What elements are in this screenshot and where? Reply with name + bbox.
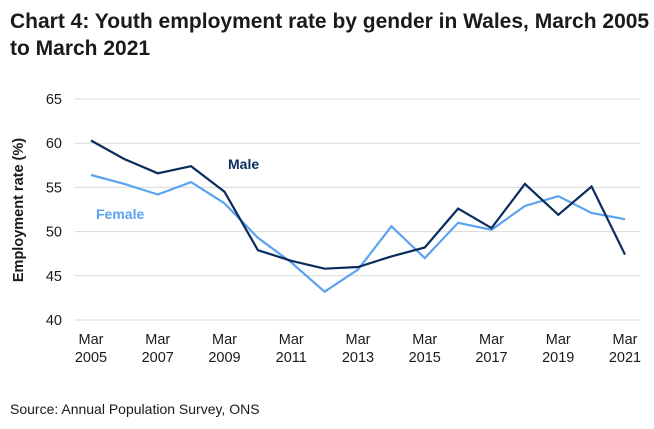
x-tick-label-year: 2007 xyxy=(142,350,174,366)
x-tick-label-year: 2009 xyxy=(208,350,240,366)
y-tick-label: 40 xyxy=(46,313,62,329)
x-tick-label-year: 2005 xyxy=(75,350,107,366)
y-axis-ticks: 40 45 50 55 60 65 xyxy=(46,92,62,329)
series-label-female: Female xyxy=(96,206,144,222)
x-axis-ticks: Mar 2005 Mar 2007 Mar 2009 Mar 2011 Mar 2013 Mar 20… xyxy=(75,332,641,366)
x-tick-label-year: 2021 xyxy=(609,350,641,366)
y-tick-label: 45 xyxy=(46,269,62,285)
source-note: Source: Annual Population Survey, ONS xyxy=(10,401,260,417)
x-tick-label-month: Mar xyxy=(145,332,170,348)
x-tick-label-year: 2013 xyxy=(342,350,374,366)
y-axis-label: Employment rate (%) xyxy=(11,138,27,282)
x-tick-label-month: Mar xyxy=(212,332,237,348)
x-tick-label-year: 2011 xyxy=(276,350,307,366)
x-tick-label-year: 2015 xyxy=(409,350,441,366)
series-line-male xyxy=(90,139,626,270)
x-tick-label-month: Mar xyxy=(613,332,638,348)
y-tick-label: 50 xyxy=(46,225,62,241)
series-line-female xyxy=(90,173,626,294)
y-tick-label: 65 xyxy=(46,92,62,108)
x-tick-label-year: 2017 xyxy=(475,350,507,366)
series-lines xyxy=(90,139,626,294)
y-tick-label: 55 xyxy=(46,180,62,196)
x-tick-label-month: Mar xyxy=(279,332,304,348)
x-tick-label-month: Mar xyxy=(412,332,437,348)
y-tick-label: 60 xyxy=(46,136,62,152)
gridlines xyxy=(75,98,640,321)
x-tick-label-year: 2019 xyxy=(542,350,574,366)
x-tick-label-month: Mar xyxy=(479,332,504,348)
x-tick-label-month: Mar xyxy=(346,332,371,348)
chart-title: Chart 4: Youth employment rate by gender… xyxy=(10,10,650,60)
x-tick-label-month: Mar xyxy=(79,332,104,348)
series-label-male: Male xyxy=(228,156,259,172)
x-tick-label-month: Mar xyxy=(546,332,571,348)
